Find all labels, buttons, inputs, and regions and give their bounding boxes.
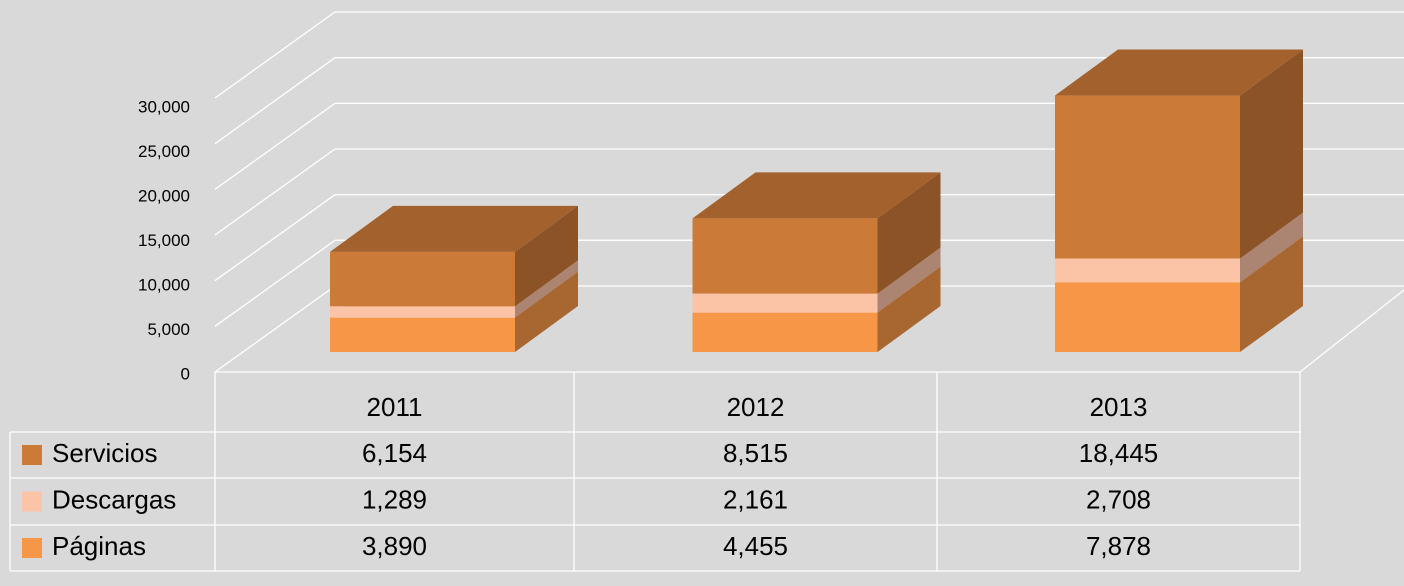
- bar-side: [877, 172, 941, 294]
- bar-side: [515, 205, 578, 307]
- bar-side: [877, 266, 941, 352]
- bar: [330, 317, 515, 352]
- legend-key: [22, 491, 42, 512]
- column-header: 2011: [367, 392, 423, 422]
- bar: [330, 251, 515, 307]
- y-tick-label: 25,000: [138, 142, 190, 161]
- table-value: 2,161: [723, 484, 788, 514]
- bar-top: [692, 172, 941, 219]
- table-value: 4,455: [723, 531, 788, 561]
- bar: [1055, 282, 1240, 352]
- grid-line: [214, 11, 336, 99]
- bar: [692, 218, 878, 294]
- bar: [1055, 95, 1240, 259]
- grid-line: [214, 285, 336, 373]
- bar-side: [515, 260, 578, 318]
- table-value: 3,890: [362, 531, 427, 561]
- bar: [1055, 258, 1240, 283]
- bar-side: [1240, 49, 1303, 259]
- table-value: 6,154: [362, 438, 427, 468]
- floor-edge: [1299, 289, 1404, 373]
- bar: [330, 306, 515, 318]
- grid-line: [214, 57, 336, 145]
- table-value: 2,708: [1086, 484, 1151, 514]
- bar: [692, 312, 878, 352]
- bar-side: [877, 247, 941, 313]
- bar-side: [1240, 212, 1303, 283]
- bar-side: [1240, 236, 1303, 352]
- bar: [692, 293, 878, 313]
- legend-key: [22, 445, 42, 465]
- y-tick-label: 15,000: [138, 231, 190, 250]
- grid-line: [214, 102, 336, 190]
- grid-line: [214, 148, 336, 236]
- row-label: Servicios: [52, 438, 157, 468]
- table-value: 7,878: [1086, 531, 1151, 561]
- grid-line: [214, 194, 336, 282]
- grid-line: [214, 239, 336, 327]
- column-header: 2013: [1090, 392, 1148, 422]
- y-tick-label: 0: [181, 364, 190, 383]
- table-value: 1,289: [362, 484, 427, 514]
- bar-top: [330, 205, 578, 252]
- bar-side: [515, 271, 578, 352]
- y-tick-label: 5,000: [147, 320, 190, 339]
- y-tick-label: 10,000: [138, 275, 190, 294]
- row-label: Descargas: [52, 484, 176, 514]
- table-value: 18,445: [1079, 438, 1159, 468]
- bar-top: [1055, 49, 1303, 96]
- y-tick-label: 30,000: [138, 97, 190, 116]
- table-value: 8,515: [723, 438, 788, 468]
- row-label: Páginas: [52, 531, 146, 561]
- column-header: 2012: [727, 392, 785, 422]
- legend-key: [22, 538, 42, 558]
- y-tick-label: 20,000: [138, 186, 190, 205]
